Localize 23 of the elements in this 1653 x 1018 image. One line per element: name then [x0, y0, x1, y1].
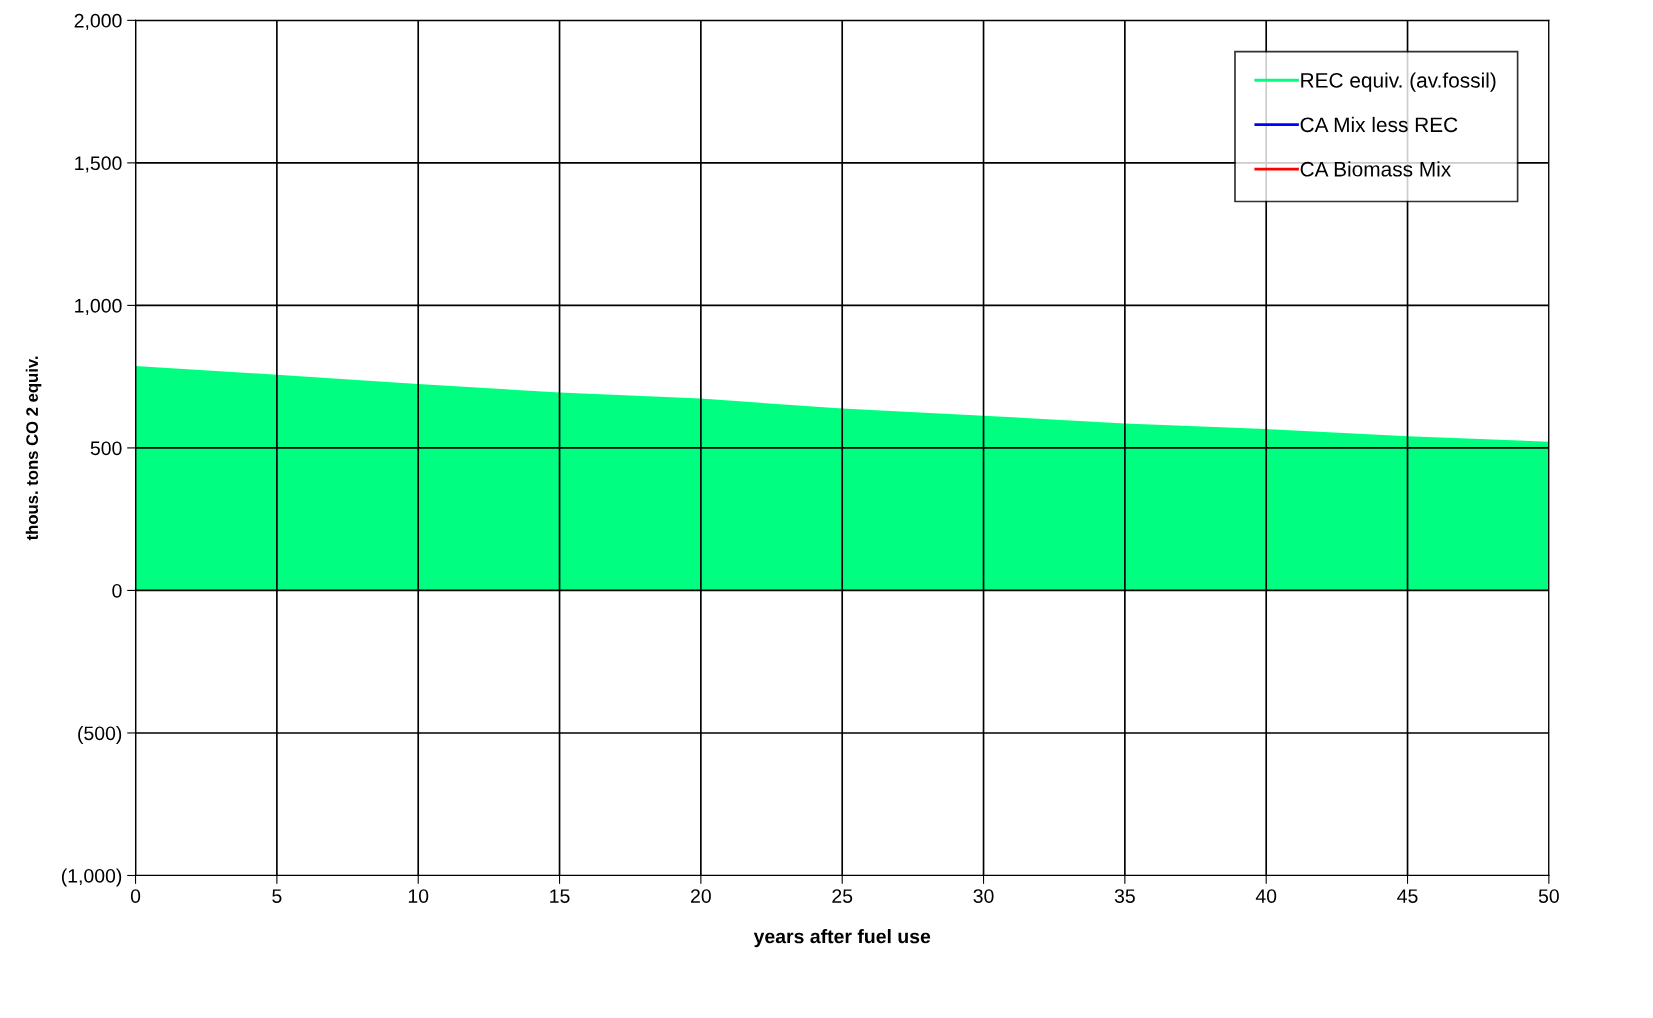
x-tick-label: 25	[832, 889, 853, 903]
x-tick-label: 10	[408, 889, 429, 903]
legend-label: CA Mix less REC	[1300, 116, 1458, 133]
x-tick-label: 15	[550, 889, 570, 903]
x-tick-label: 50	[1538, 889, 1559, 903]
y-tick-label: 2,000	[74, 13, 122, 30]
x-tick-label: 35	[1114, 889, 1135, 903]
y-tick-label: 1,500	[75, 156, 122, 173]
y-axis-title: thous. tons CO 2 equiv.	[25, 356, 42, 541]
x-tick-label: 40	[1255, 889, 1277, 903]
x-tick-label: 45	[1397, 889, 1418, 903]
legend-label: REC equiv. (av.fossil)	[1301, 72, 1496, 92]
y-tick-label: 0	[112, 583, 122, 598]
x-tick-label: 0	[130, 889, 141, 903]
x-axis-title: years after fuel use	[753, 929, 931, 948]
x-tick-label: 5	[272, 889, 282, 903]
legend-label: CA Biomass Mix	[1300, 161, 1451, 177]
y-tick-label: (1,000)	[61, 868, 122, 887]
y-tick-label: (500)	[78, 725, 122, 745]
y-tick-label: 1,000	[75, 298, 122, 315]
x-tick-label: 20	[691, 889, 711, 903]
y-tick-label: 500	[90, 441, 122, 456]
x-tick-label: 30	[973, 889, 994, 903]
